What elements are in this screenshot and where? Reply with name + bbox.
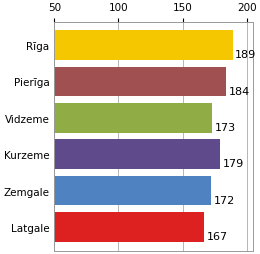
Bar — [54, 199, 94, 206]
Bar — [54, 183, 165, 206]
Bar — [54, 84, 152, 97]
Bar — [54, 117, 162, 133]
Bar — [54, 196, 109, 206]
Bar — [54, 90, 109, 97]
Bar — [54, 160, 120, 169]
Bar — [54, 104, 212, 133]
Bar — [54, 212, 204, 242]
Bar — [54, 94, 95, 97]
Text: 189: 189 — [235, 50, 257, 60]
Bar — [54, 176, 211, 206]
Bar — [54, 146, 179, 169]
Bar — [54, 232, 102, 242]
Bar — [54, 202, 81, 206]
Bar — [54, 127, 95, 133]
Bar — [54, 225, 152, 242]
Bar — [54, 229, 122, 242]
Bar — [54, 77, 179, 97]
Bar — [54, 123, 111, 133]
Bar — [54, 57, 103, 61]
Bar — [54, 153, 174, 169]
Bar — [54, 239, 75, 242]
Bar — [54, 110, 167, 133]
Bar — [54, 107, 183, 133]
Bar — [54, 47, 160, 61]
Bar — [54, 215, 171, 242]
Bar — [54, 222, 149, 242]
Bar — [54, 120, 133, 133]
Bar — [54, 67, 226, 97]
Bar — [54, 235, 86, 242]
Text: 172: 172 — [213, 195, 235, 205]
Bar — [54, 156, 144, 169]
Bar — [54, 38, 193, 61]
Bar — [54, 143, 194, 169]
Bar — [54, 114, 161, 133]
Bar — [54, 81, 181, 97]
Bar — [54, 54, 117, 61]
Bar — [54, 130, 83, 133]
Text: 184: 184 — [229, 86, 250, 96]
Bar — [54, 166, 89, 169]
Bar — [54, 44, 189, 61]
Bar — [54, 51, 134, 61]
Bar — [54, 193, 131, 206]
Bar — [54, 186, 158, 206]
Bar — [54, 163, 103, 169]
Bar — [54, 140, 220, 169]
Bar — [54, 31, 233, 61]
Bar — [54, 74, 185, 97]
Bar — [54, 150, 171, 169]
Bar — [54, 34, 207, 61]
Bar — [54, 219, 156, 242]
Bar — [54, 41, 186, 61]
Text: 179: 179 — [222, 159, 244, 169]
Bar — [54, 189, 161, 206]
Text: 173: 173 — [215, 122, 236, 133]
Bar — [54, 71, 201, 97]
Bar — [54, 179, 180, 206]
Text: 167: 167 — [207, 231, 228, 241]
Bar — [54, 87, 126, 97]
